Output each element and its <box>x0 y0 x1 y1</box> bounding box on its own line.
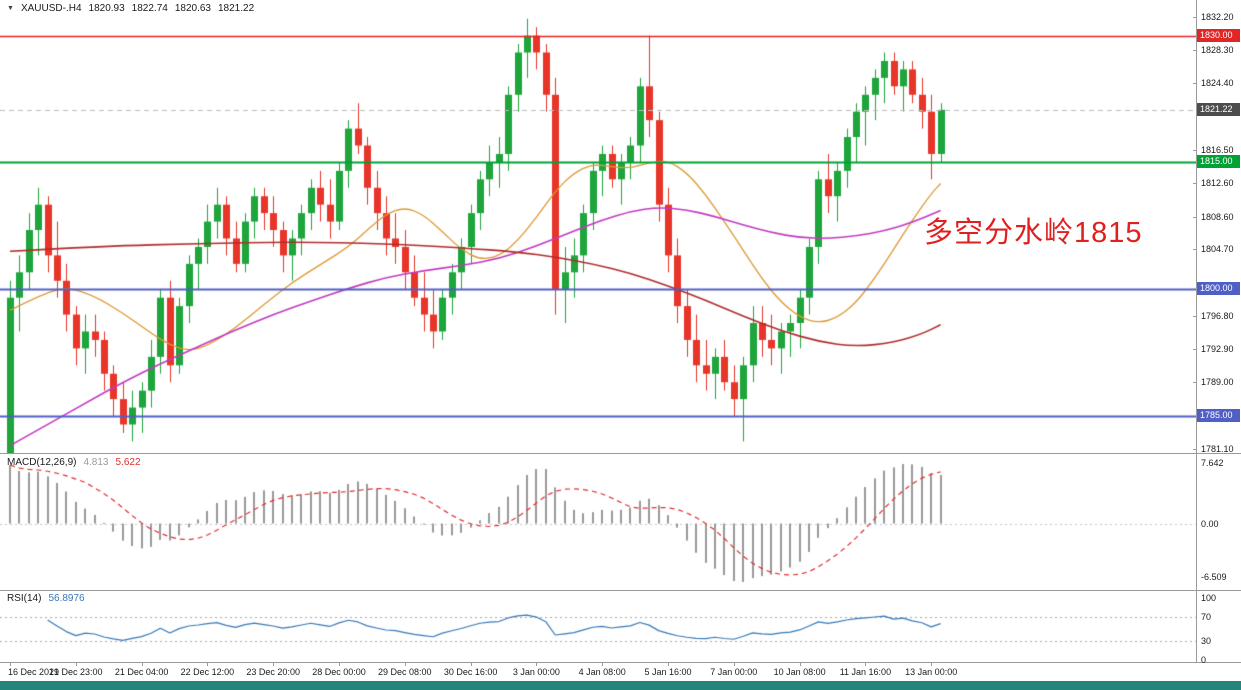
macd-main-value: 4.813 <box>83 457 109 468</box>
macd-name: MACD(12,26,9) <box>7 457 77 468</box>
panel-separator[interactable] <box>0 590 1241 591</box>
main-chart-canvas[interactable] <box>0 0 1196 453</box>
price-tick-label: 1808.60 <box>1201 211 1234 222</box>
macd-axis-label: -6.509 <box>1201 572 1227 582</box>
price-tick-mark <box>1193 183 1196 184</box>
time-label: 7 Jan 00:00 <box>710 667 758 677</box>
time-label: 21 Dec 04:00 <box>114 667 169 677</box>
panel-separator <box>0 662 1241 663</box>
time-tick-mark <box>668 663 669 666</box>
time-tick-mark <box>339 663 340 666</box>
time-tick-mark <box>471 663 472 666</box>
panel-separator[interactable] <box>0 453 1241 454</box>
symbol-period-label: XAUUSD-.H4 <box>20 3 82 14</box>
title-dropdown-icon[interactable]: ▼ <box>7 5 14 12</box>
price-badge: 1830.00 <box>1197 28 1240 42</box>
time-tick-mark <box>273 663 274 666</box>
ohlc-low: 1820.63 <box>174 3 211 14</box>
time-label: 30 Dec 16:00 <box>443 667 498 677</box>
price-tick-mark <box>1193 50 1196 51</box>
price-badge: 1800.00 <box>1197 282 1240 296</box>
time-label: 29 Dec 08:00 <box>378 667 432 677</box>
price-tick-mark <box>1193 249 1196 250</box>
price-badge: 1785.00 <box>1197 409 1240 423</box>
annotation-text[interactable]: 多空分水岭1815 <box>924 217 1143 249</box>
time-tick-mark <box>10 663 11 666</box>
time-axis[interactable]: 16 Dec 2021 19 Dec 23:00 21 Dec 04:00 22 De… <box>0 663 1196 680</box>
price-tick-mark <box>1193 449 1196 450</box>
time-label: 28 Dec 00:00 <box>312 667 366 677</box>
price-tick-label: 1832.20 <box>1201 12 1234 22</box>
price-tick-mark <box>1193 382 1196 383</box>
price-tick-mark <box>1193 349 1196 350</box>
price-badge: 1821.22 <box>1197 102 1240 116</box>
time-tick-mark <box>207 663 208 666</box>
time-label: 19 Dec 23:00 <box>49 667 103 677</box>
time-label: 11 Jan 16:00 <box>839 667 892 677</box>
price-tick-mark <box>1193 17 1196 18</box>
macd-axis-label: 7.642 <box>1201 458 1224 468</box>
axis-separator <box>1196 0 1197 663</box>
price-tick-label: 1812.60 <box>1201 177 1234 188</box>
time-tick-mark <box>405 663 406 666</box>
price-tick-mark <box>1193 217 1196 218</box>
rsi-axis-label: 70 <box>1201 611 1212 622</box>
rsi-axis-label: 0 <box>1201 655 1207 665</box>
price-tick-label: 1828.30 <box>1201 44 1234 55</box>
ohlc-high: 1822.74 <box>131 3 168 14</box>
price-tick-label: 1781.10 <box>1201 444 1234 454</box>
macd-signal-value: 5.622 <box>115 457 141 468</box>
time-label: 13 Jan 00:00 <box>905 667 958 677</box>
time-tick-mark <box>76 663 77 666</box>
time-tick-mark <box>602 663 603 666</box>
price-axis[interactable]: 1832.20 1828.30 1824.40 1816.50 1812.60 1808.… <box>1193 0 1241 663</box>
price-tick-label: 1796.80 <box>1201 311 1234 322</box>
ohlc-close: 1821.22 <box>217 3 255 14</box>
time-label: 23 Dec 20:00 <box>246 667 300 677</box>
price-tick-label: 1804.70 <box>1201 244 1234 255</box>
time-tick-mark <box>800 663 801 666</box>
ohlc-open: 1820.93 <box>88 3 125 14</box>
time-tick-mark <box>734 663 735 666</box>
time-tick-mark <box>865 663 866 666</box>
price-tick-label: 1792.90 <box>1201 344 1234 355</box>
rsi-label: RSI(14) 56.8976 <box>7 593 85 604</box>
time-label: 22 Dec 12:00 <box>180 667 235 677</box>
rsi-name: RSI(14) <box>7 593 42 604</box>
bottom-bar <box>0 681 1241 690</box>
time-tick-mark <box>536 663 537 666</box>
macd-axis-label: 0.00 <box>1201 518 1219 529</box>
macd-label: MACD(12,26,9) 4.813 5.622 <box>7 457 141 468</box>
time-tick-mark <box>931 663 932 666</box>
rsi-axis-label: 30 <box>1201 636 1212 647</box>
price-badge: 1815.00 <box>1197 155 1240 169</box>
price-tick-mark <box>1193 83 1196 84</box>
chart-title: ▼ XAUUSD-.H4 1820.93 1822.74 1820.63 182… <box>7 3 254 14</box>
price-tick-mark <box>1193 316 1196 317</box>
time-label: 10 Jan 08:00 <box>773 667 826 677</box>
price-tick-mark <box>1193 150 1196 151</box>
rsi-axis-label: 100 <box>1201 593 1217 603</box>
time-tick-mark <box>142 663 143 666</box>
time-label: 5 Jan 16:00 <box>644 667 692 677</box>
time-label: 16 Dec 2021 <box>8 667 60 677</box>
macd-indicator-canvas[interactable] <box>0 454 1196 590</box>
time-label: 3 Jan 00:00 <box>512 667 560 677</box>
rsi-value: 56.8976 <box>48 593 85 604</box>
price-tick-label: 1824.40 <box>1201 77 1234 88</box>
price-tick-label: 1816.50 <box>1201 144 1234 155</box>
rsi-indicator-canvas[interactable] <box>0 591 1196 662</box>
time-label: 4 Jan 08:00 <box>578 667 626 677</box>
price-tick-label: 1789.00 <box>1201 377 1234 388</box>
